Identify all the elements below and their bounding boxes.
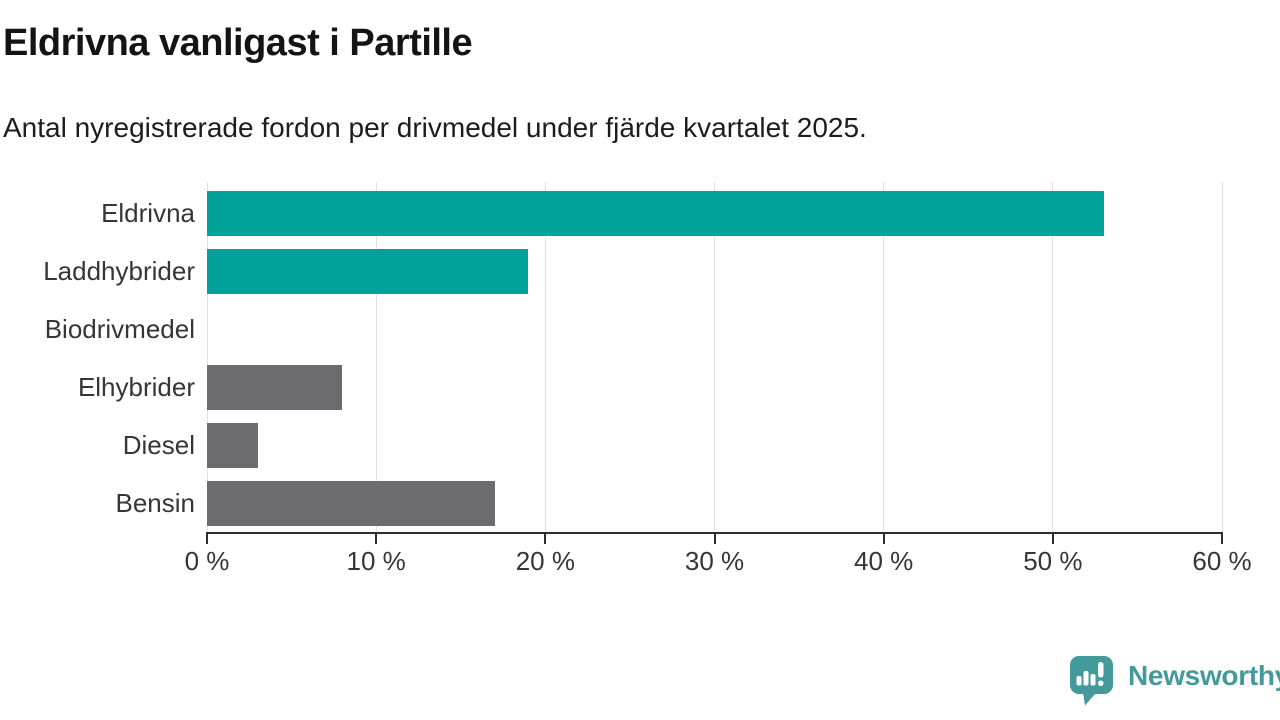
- category-label: Elhybrider: [77, 371, 195, 402]
- gridline: [544, 182, 546, 532]
- bar-bensin: [207, 480, 495, 526]
- axis-tick-label: 30 %: [684, 546, 745, 576]
- gridline: [1052, 182, 1054, 532]
- bar-elhybrider: [207, 364, 343, 410]
- gridline: [714, 182, 715, 532]
- axis-tick-label: 10 %: [346, 546, 406, 576]
- gridline: [1221, 182, 1223, 532]
- category-label: Eldrivna: [101, 197, 195, 228]
- category-label: Biodrivmedel: [44, 313, 195, 344]
- bar-diesel: [207, 422, 258, 468]
- plot-area: [206, 182, 1223, 532]
- bar-laddhybrider: [207, 248, 529, 294]
- axis-tick: [1221, 534, 1223, 544]
- chart-subtitle: Antal nyregistrerade fordon per drivmede…: [3, 112, 867, 143]
- category-label: Bensin: [115, 487, 196, 518]
- category-label: Laddhybrider: [43, 255, 195, 286]
- x-axis-line: [206, 532, 1223, 534]
- axis-tick: [713, 534, 716, 544]
- axis-tick-label: 40 %: [854, 546, 914, 576]
- category-label: Diesel: [122, 429, 195, 460]
- gridline: [375, 182, 377, 532]
- axis-tick: [1051, 534, 1054, 544]
- newsworthy-logo: Newsworthy: [1070, 656, 1280, 706]
- axis-tick: [544, 534, 547, 544]
- newsworthy-logo-text: Newsworthy: [1128, 660, 1280, 691]
- axis-tick: [375, 534, 378, 544]
- axis-tick-label: 50 %: [1023, 546, 1083, 576]
- gridline: [206, 182, 208, 532]
- axis-tick-label: 60 %: [1192, 546, 1252, 576]
- axis-tick: [206, 534, 208, 544]
- axis-tick-label: 20 %: [515, 546, 575, 576]
- category-axis: Eldrivna Laddhybrider Biodrivmedel Elhybrid…: [0, 184, 195, 532]
- axis-tick: [882, 534, 885, 544]
- bar-eldrivna: [207, 190, 1104, 236]
- axis-tick-label: 0 %: [184, 546, 230, 576]
- newsworthy-logo-icon: [1070, 656, 1113, 706]
- gridline: [883, 182, 885, 532]
- chart-title: Eldrivna vanligast i Partille: [3, 22, 473, 64]
